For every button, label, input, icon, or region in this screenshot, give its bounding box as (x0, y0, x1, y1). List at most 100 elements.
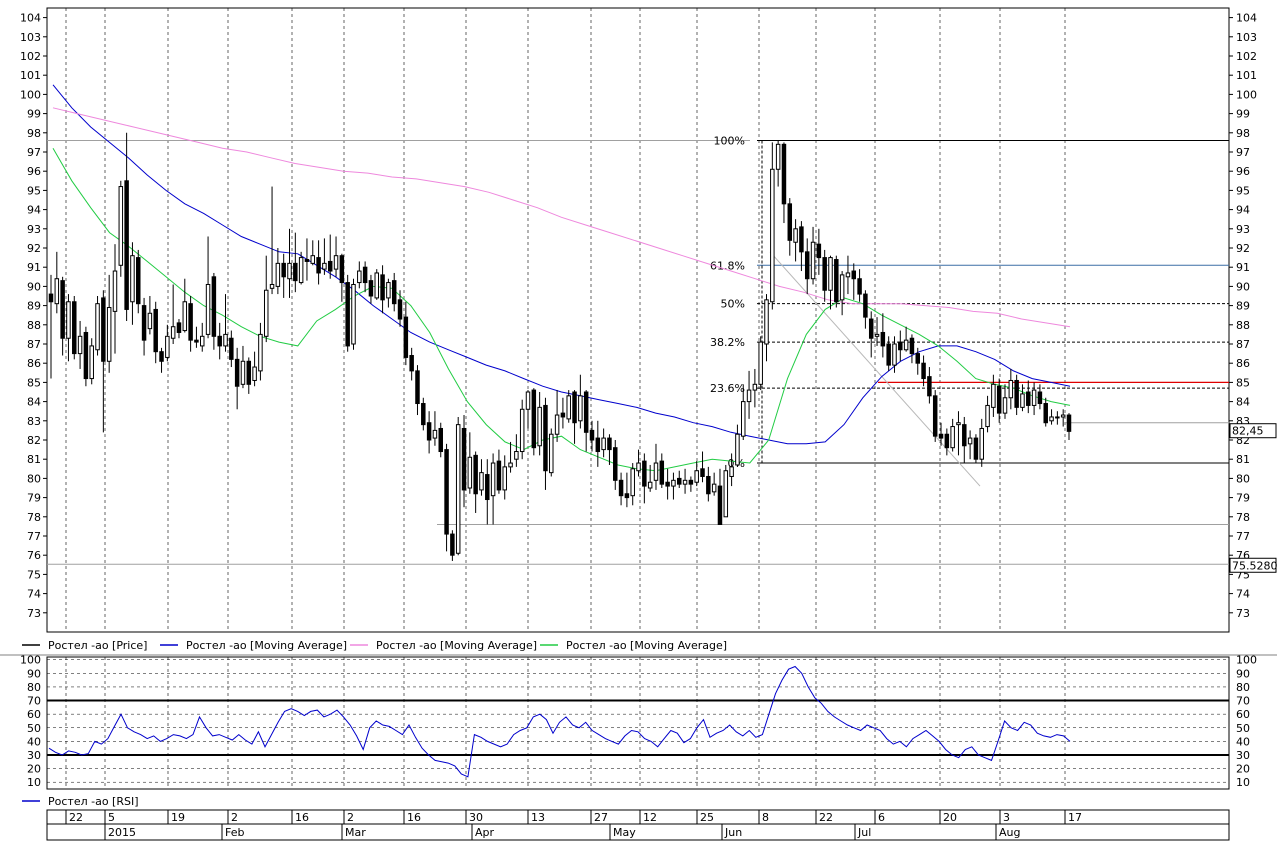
candle-body[interactable] (740, 401, 746, 437)
candle-body[interactable] (717, 485, 723, 525)
candle-body[interactable] (310, 255, 316, 264)
candle-body[interactable] (421, 403, 426, 426)
candle-body[interactable] (921, 362, 926, 380)
candle-body[interactable] (991, 383, 996, 408)
candle-body[interactable] (770, 168, 775, 303)
candle-body[interactable] (659, 460, 665, 485)
candle-body[interactable] (246, 360, 252, 385)
candle-body[interactable] (746, 389, 752, 403)
candle-body[interactable] (764, 299, 769, 345)
candle-body[interactable] (490, 462, 496, 497)
candle-body[interactable] (234, 358, 240, 387)
candle-body[interactable] (1055, 416, 1060, 419)
candle-body[interactable] (868, 318, 874, 339)
candle-body[interactable] (938, 433, 944, 439)
candle-body[interactable] (903, 339, 909, 351)
candle-body[interactable] (1043, 403, 1048, 424)
candle-body[interactable] (775, 143, 781, 170)
candle-body[interactable] (380, 274, 385, 301)
candle-body[interactable] (956, 422, 961, 426)
candle-body[interactable] (514, 451, 519, 460)
candle-body[interactable] (170, 326, 176, 339)
candle-body[interactable] (467, 456, 473, 489)
candle-body[interactable] (159, 351, 164, 362)
candle-body[interactable] (985, 404, 990, 428)
candle-body[interactable] (485, 474, 490, 501)
candle-body[interactable] (217, 335, 222, 347)
candle-body[interactable] (322, 262, 327, 270)
candle-body[interactable] (915, 353, 920, 364)
candle-body[interactable] (944, 433, 950, 449)
candle-body[interactable] (461, 427, 467, 491)
candle-body[interactable] (112, 270, 118, 312)
candle-body[interactable] (176, 322, 182, 333)
candle-body[interactable] (89, 345, 94, 380)
candle-body[interactable] (642, 460, 647, 487)
candle-body[interactable] (601, 437, 606, 451)
candle-body[interactable] (229, 337, 234, 360)
candle-body[interactable] (781, 143, 787, 205)
candle-body[interactable] (700, 468, 705, 477)
candle-body[interactable] (996, 385, 1002, 414)
candle-body[interactable] (136, 257, 141, 305)
candle-body[interactable] (54, 278, 60, 305)
candle-body[interactable] (281, 262, 286, 278)
candle-body[interactable] (706, 475, 711, 495)
candle-body[interactable] (130, 255, 135, 303)
candle-body[interactable] (572, 391, 577, 424)
candle-body[interactable] (426, 422, 432, 441)
candle-body[interactable] (967, 437, 973, 445)
candle-body[interactable] (892, 343, 897, 366)
candle-body[interactable] (828, 257, 833, 291)
candle-body[interactable] (455, 424, 461, 554)
candle-body[interactable] (502, 466, 507, 491)
candle-body[interactable] (857, 278, 862, 295)
candle-body[interactable] (694, 470, 699, 483)
candle-body[interactable] (95, 303, 100, 351)
candle-body[interactable] (432, 429, 438, 439)
candle-body[interactable] (333, 255, 339, 270)
candle-body[interactable] (880, 331, 886, 347)
candle-body[interactable] (1060, 414, 1066, 418)
candle-body[interactable] (106, 307, 112, 362)
candle-body[interactable] (822, 257, 827, 291)
candle-body[interactable] (479, 472, 484, 491)
candle-body[interactable] (962, 424, 967, 447)
candle-body[interactable] (583, 391, 589, 433)
candle-body[interactable] (351, 283, 356, 345)
candle-body[interactable] (409, 355, 414, 372)
candle-body[interactable] (118, 186, 124, 266)
candle-body[interactable] (327, 260, 333, 272)
candle-body[interactable] (339, 255, 345, 284)
candle-body[interactable] (124, 180, 129, 310)
candle-body[interactable] (636, 462, 641, 472)
candle-body[interactable] (723, 470, 729, 518)
candle-body[interactable] (101, 297, 106, 362)
candle-body[interactable] (810, 241, 816, 280)
candle-body[interactable] (147, 312, 153, 330)
candle-body[interactable] (1008, 379, 1014, 399)
candle-body[interactable] (240, 360, 246, 385)
candle-body[interactable] (438, 427, 443, 453)
candle-body[interactable] (287, 262, 292, 280)
candle-body[interactable] (799, 226, 804, 253)
candle-body[interactable] (688, 479, 694, 485)
candle-body[interactable] (729, 466, 734, 477)
candle-body[interactable] (386, 282, 391, 299)
candle-body[interactable] (153, 308, 158, 353)
candle-body[interactable] (77, 335, 83, 355)
candle-body[interactable] (362, 266, 368, 284)
candle-body[interactable] (1066, 414, 1072, 432)
candle-body[interactable] (932, 395, 938, 437)
candle-body[interactable] (397, 299, 403, 320)
candle-body[interactable] (851, 270, 857, 280)
candle-body[interactable] (1037, 391, 1043, 405)
candle-body[interactable] (682, 479, 688, 485)
candle-body[interactable] (1031, 389, 1037, 406)
candle-body[interactable] (298, 257, 304, 284)
candle-body[interactable] (566, 395, 571, 420)
candle-body[interactable] (549, 433, 554, 474)
candle-body[interactable] (519, 408, 525, 453)
candle-body[interactable] (211, 276, 217, 337)
